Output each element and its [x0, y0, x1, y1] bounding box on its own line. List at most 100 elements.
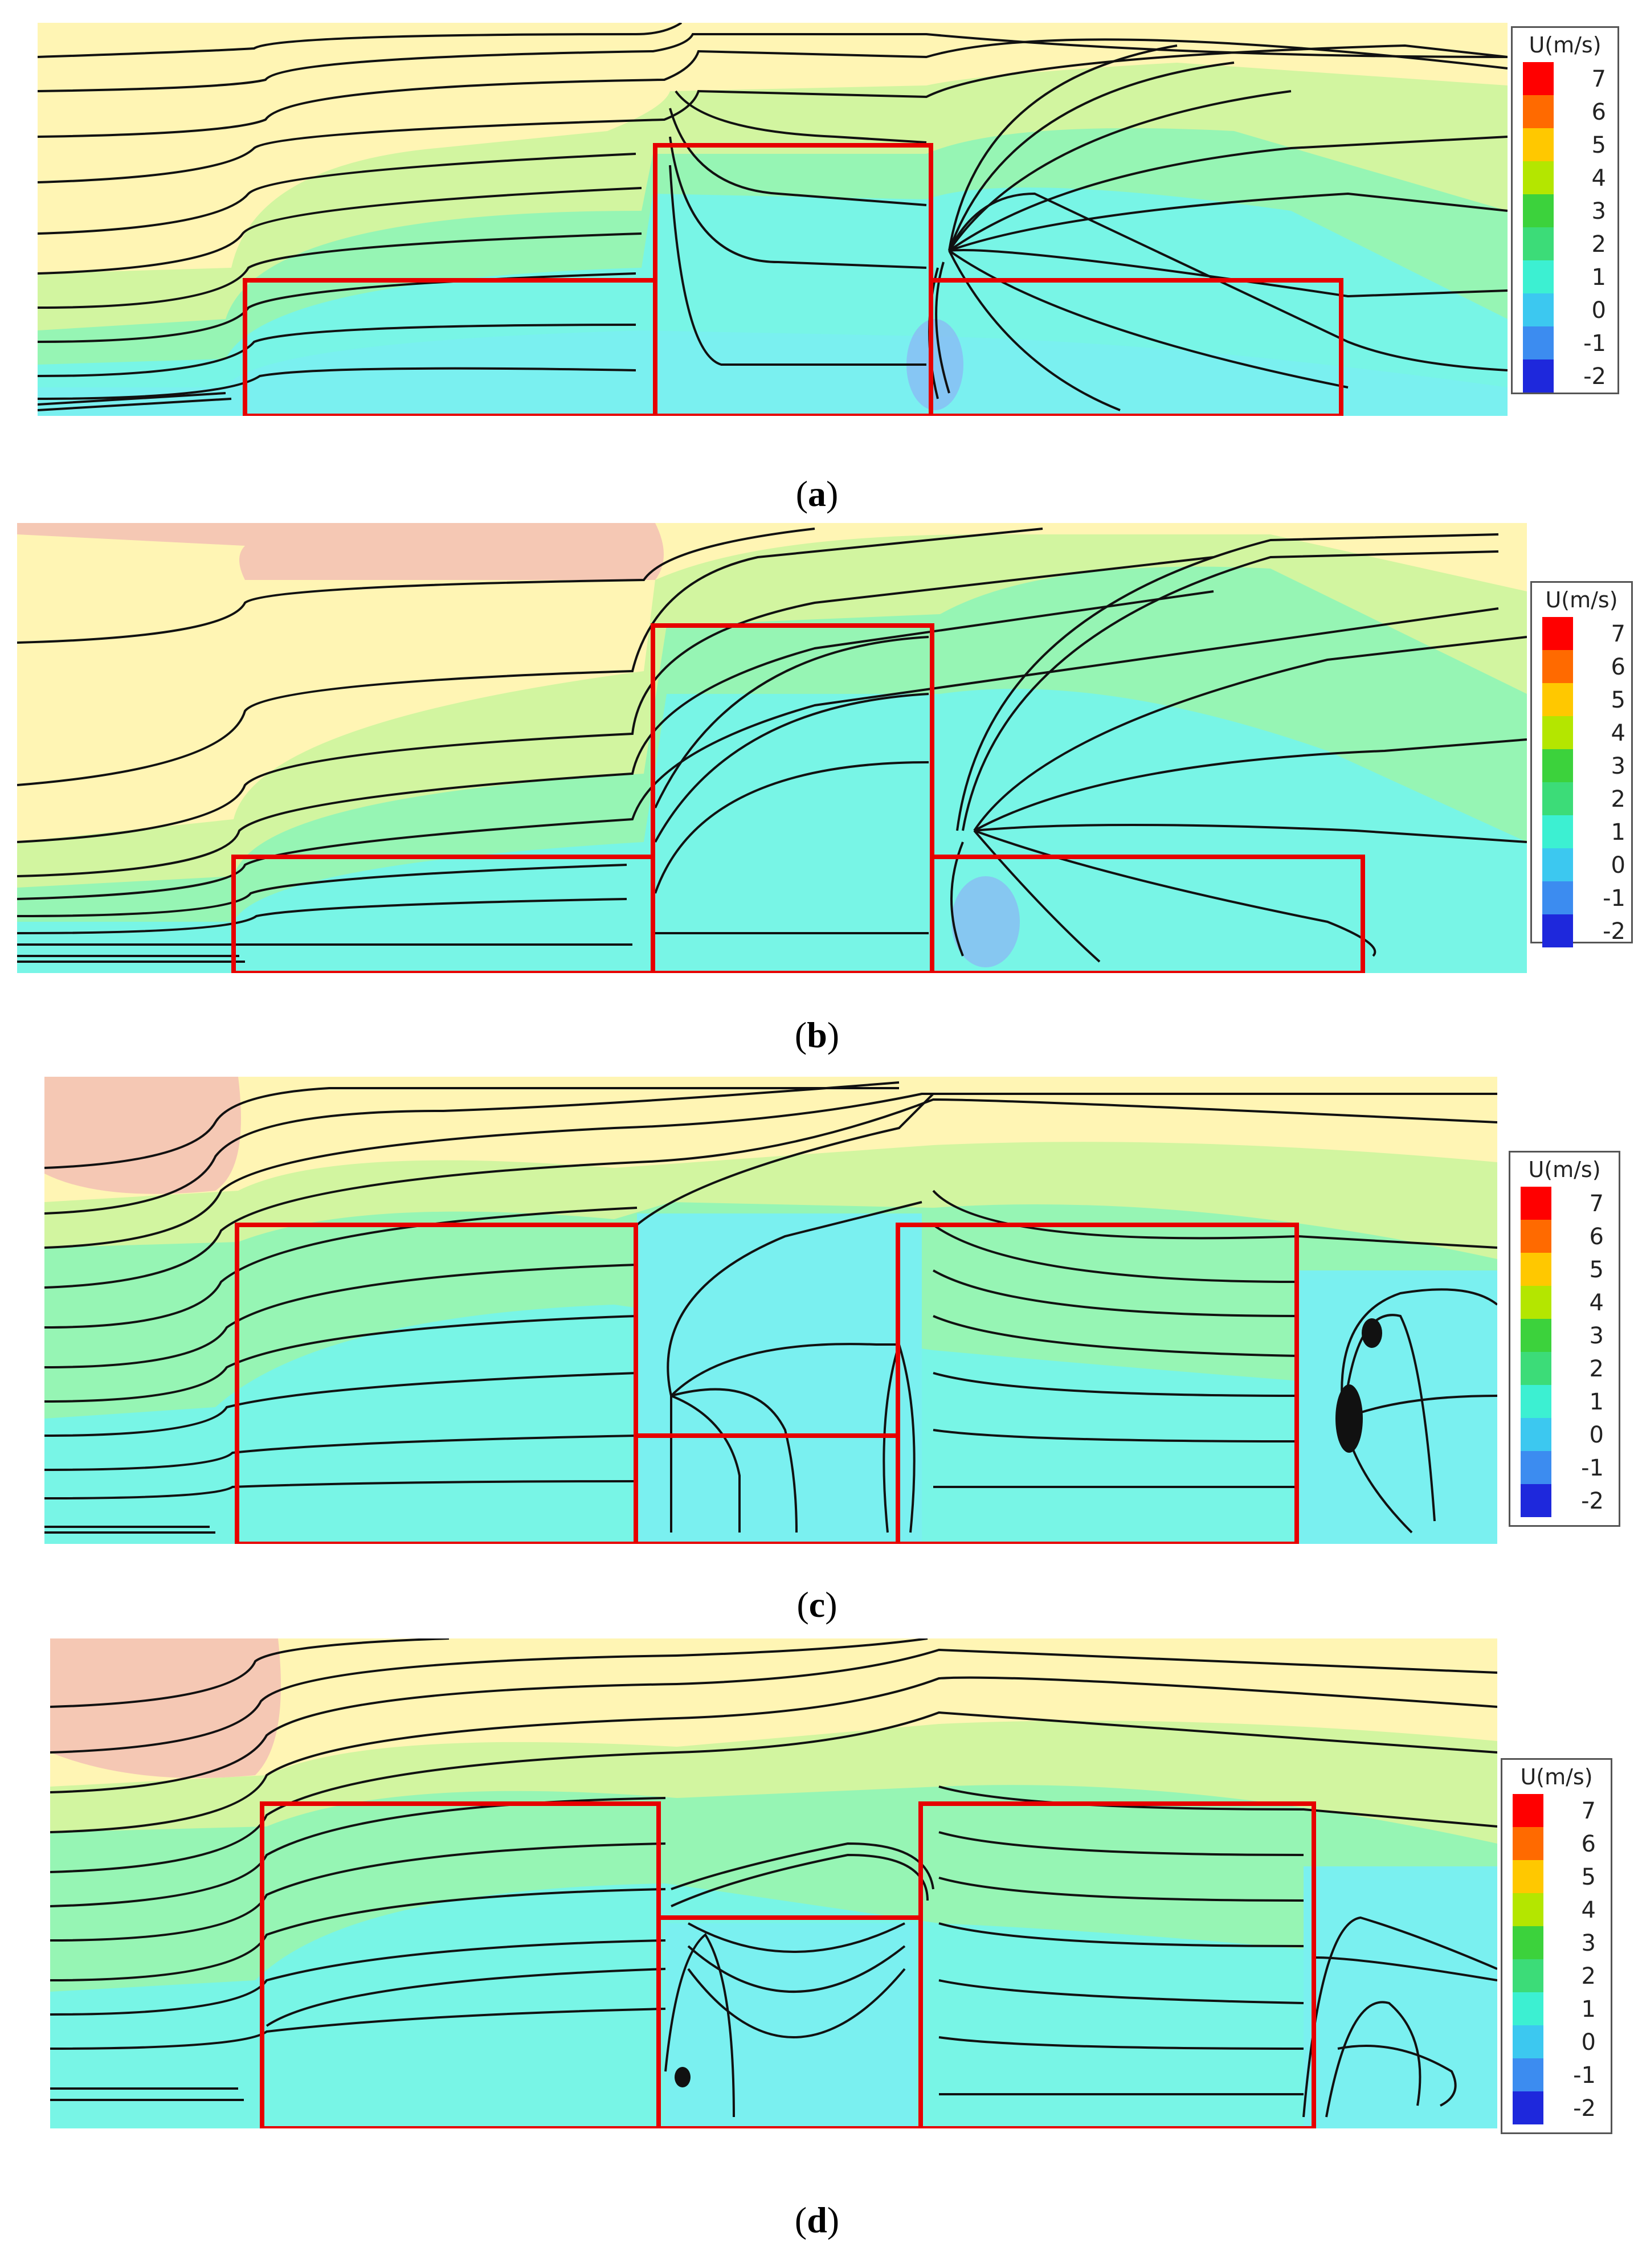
legend-tick: 0 — [1611, 852, 1625, 878]
legend-swatch-0 — [1523, 293, 1554, 326]
velocity-legend-d: U(m/s) 7 6 5 4 3 2 1 0 -1 -2 — [1501, 1758, 1612, 2134]
legend-swatch-3 — [1513, 1926, 1543, 1959]
legend-tick: 1 — [1611, 819, 1625, 845]
velocity-legend-b: U(m/s) 7 6 5 4 3 2 1 0 -1 -2 — [1530, 581, 1633, 947]
building-outlines-b — [231, 623, 1365, 973]
legend-swatch-7 — [1513, 1794, 1543, 1827]
building-outlines-c — [235, 1223, 1299, 1544]
legend-swatch-0 — [1542, 848, 1573, 881]
flow-field-b — [17, 523, 1527, 973]
caption-paren: ) — [825, 1584, 838, 1625]
panel-caption-c: (c) — [760, 1584, 874, 1626]
panel-a: U(m/s) 7 6 5 4 3 2 1 0 -1 -2 (a) — [0, 0, 1634, 530]
legend-tick: 1 — [1591, 264, 1606, 291]
legend-tick: 2 — [1589, 1356, 1604, 1382]
legend-tick: 4 — [1611, 720, 1625, 746]
legend-swatch-6 — [1513, 1827, 1543, 1860]
legend-tick: 2 — [1581, 1963, 1596, 1989]
flow-field-plot-a — [38, 23, 1508, 416]
caption-paren: ( — [796, 1584, 809, 1625]
panel-c: U(m/s) 7 6 5 4 3 2 1 0 -1 -2 (c) — [0, 1071, 1634, 1646]
legend-tick: 5 — [1591, 132, 1606, 158]
legend-tick: 3 — [1589, 1323, 1604, 1349]
caption-paren: ) — [827, 2200, 840, 2240]
legend-title: U(m/s) — [1545, 587, 1618, 612]
legend-swatch-4 — [1513, 1893, 1543, 1926]
legend-swatch-3 — [1523, 194, 1554, 227]
legend-swatch-neg1 — [1542, 881, 1573, 914]
legend-tick: 7 — [1591, 66, 1606, 92]
flow-field-plot-d — [50, 1638, 1497, 2128]
legend-tick: -2 — [1583, 363, 1606, 390]
legend-tick: 5 — [1611, 687, 1625, 713]
legend-tick: 2 — [1611, 786, 1625, 812]
legend-swatch-neg2 — [1513, 2091, 1543, 2124]
legend-title: U(m/s) — [1520, 1764, 1593, 1789]
legend-swatch-6 — [1542, 650, 1573, 683]
legend-swatch-7 — [1523, 62, 1554, 95]
legend-swatch-1 — [1513, 1992, 1543, 2025]
legend-tick: -1 — [1581, 1455, 1604, 1481]
streamlines-c — [44, 1081, 1497, 1534]
legend-tick: 4 — [1581, 1897, 1596, 1923]
legend-swatch-3 — [1542, 749, 1573, 782]
caption-letter: c — [808, 1584, 826, 1625]
legend-swatch-4 — [1542, 716, 1573, 749]
caption-letter: a — [808, 473, 826, 514]
legend-tick: 6 — [1589, 1224, 1604, 1250]
legend-tick: 5 — [1581, 1864, 1596, 1890]
flow-field-plot-c — [44, 1077, 1497, 1544]
legend-tick: -2 — [1573, 2095, 1596, 2122]
caption-letter: d — [807, 2200, 827, 2240]
legend-tick: 0 — [1589, 1422, 1604, 1448]
panel-caption-b: (b) — [760, 1014, 874, 1056]
legend-swatch-7 — [1521, 1187, 1551, 1220]
caption-paren: ( — [795, 473, 808, 514]
building-outlines-a — [243, 143, 1343, 416]
legend-swatch-5 — [1513, 1860, 1543, 1893]
flow-field-c — [44, 1077, 1497, 1544]
legend-swatch-6 — [1521, 1220, 1551, 1253]
vortex-cores-c — [1335, 1318, 1382, 1453]
caption-paren: ) — [826, 473, 839, 514]
legend-swatch-3 — [1521, 1319, 1551, 1352]
legend-swatch-5 — [1521, 1253, 1551, 1286]
panel-caption-d: (d) — [760, 2199, 874, 2241]
legend-swatch-5 — [1523, 128, 1554, 161]
panel-caption-a: (a) — [760, 473, 874, 515]
legend-tick: 7 — [1589, 1191, 1604, 1217]
legend-swatch-6 — [1523, 95, 1554, 128]
legend-tick: 6 — [1611, 654, 1625, 680]
legend-tick: 6 — [1591, 99, 1606, 125]
legend-swatch-1 — [1521, 1385, 1551, 1418]
legend-tick: 3 — [1581, 1930, 1596, 1956]
legend-swatch-2 — [1513, 1959, 1543, 1992]
legend-tick: 3 — [1611, 753, 1625, 779]
caption-paren: ) — [827, 1015, 840, 1055]
caption-paren: ( — [794, 1015, 807, 1055]
legend-tick: 5 — [1589, 1257, 1604, 1283]
legend-swatch-0 — [1513, 2025, 1543, 2058]
flow-field-plot-b — [17, 523, 1527, 973]
legend-tick: 7 — [1611, 621, 1625, 647]
legend-tick: 4 — [1589, 1290, 1604, 1316]
legend-swatch-neg2 — [1523, 359, 1554, 393]
legend-swatch-5 — [1542, 683, 1573, 716]
legend-tick: 0 — [1591, 297, 1606, 324]
legend-title: U(m/s) — [1529, 32, 1602, 58]
legend-tick: -1 — [1573, 2062, 1596, 2089]
vortex-cores-d — [675, 2067, 691, 2087]
legend-swatch-neg2 — [1542, 914, 1573, 947]
panel-b: U(m/s) 7 6 5 4 3 2 1 0 -1 -2 (b) — [0, 518, 1634, 1088]
flow-field-a — [38, 23, 1508, 416]
legend-swatch-neg2 — [1521, 1484, 1551, 1517]
legend-swatch-2 — [1523, 227, 1554, 260]
caption-paren: ( — [794, 2200, 807, 2240]
legend-swatch-neg1 — [1523, 326, 1554, 359]
legend-tick: 0 — [1581, 2029, 1596, 2055]
legend-tick: 4 — [1591, 165, 1606, 191]
streamlines-b — [17, 528, 1527, 963]
legend-tick: 3 — [1591, 198, 1606, 224]
legend-swatch-neg1 — [1521, 1451, 1551, 1484]
caption-letter: b — [807, 1015, 827, 1055]
